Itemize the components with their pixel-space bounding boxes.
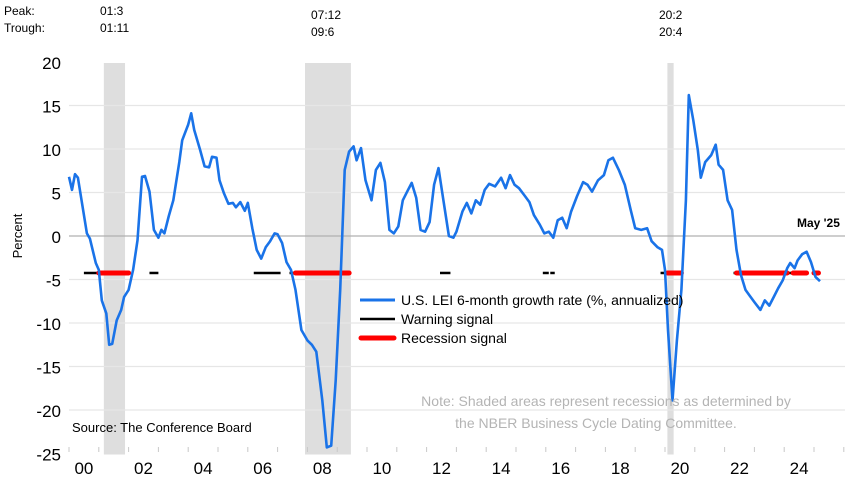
x-tick-label: 14 <box>492 459 511 477</box>
x-tick-label: 16 <box>551 459 570 477</box>
x-tick-label: 22 <box>730 459 749 477</box>
x-tick-label: 00 <box>74 459 93 477</box>
legend: U.S. LEI 6-month growth rate (%, annuali… <box>358 292 683 346</box>
latest-date-annotation: May '25 <box>797 216 840 230</box>
legend-label-lei: U.S. LEI 6-month growth rate (%, annuali… <box>401 292 683 308</box>
recession-3-trough: 20:4 <box>659 25 683 39</box>
recession-shading-layer <box>103 63 674 455</box>
recession-band-3 <box>667 63 674 455</box>
x-tick-label: 04 <box>194 459 213 477</box>
y-tick-label: -5 <box>46 272 61 291</box>
recession-2-peak: 07:12 <box>311 8 342 22</box>
x-tick-label: 08 <box>313 459 332 477</box>
x-tick-label: 18 <box>611 459 630 477</box>
y-tick-label: -25 <box>36 446 61 465</box>
y-axis-tick-labels: 20 15 10 5 0 -5 -10 -15 -20 -25 <box>36 54 61 465</box>
x-axis-ticks: 00 02 04 06 08 10 12 14 16 18 20 22 24 <box>68 447 845 477</box>
y-tick-label: 20 <box>42 54 61 73</box>
y-tick-label: -15 <box>36 359 61 378</box>
nber-note-line-1: Note: Shaded areas represent recessions … <box>421 393 791 409</box>
recession-band-2 <box>305 63 351 455</box>
nber-note-line-2: the NBER Business Cycle Dating Committee… <box>455 415 737 431</box>
y-tick-label: 5 <box>52 185 61 204</box>
lei-growth-line <box>67 93 821 449</box>
trough-header-label: Trough: <box>4 21 45 35</box>
gridlines <box>69 104 845 411</box>
y-tick-label: 15 <box>42 98 61 117</box>
y-tick-label: 0 <box>52 228 61 247</box>
peak-header-label: Peak: <box>4 4 35 18</box>
x-tick-label: 24 <box>790 459 809 477</box>
x-tick-label: 20 <box>670 459 689 477</box>
y-tick-label: 10 <box>42 141 61 160</box>
y-tick-label: -20 <box>36 402 61 421</box>
legend-label-recession: Recession signal <box>401 330 507 346</box>
y-tick-label: -10 <box>36 315 61 334</box>
recession-band-1 <box>103 63 126 455</box>
recession-3-peak: 20:2 <box>659 8 683 22</box>
source-note: Source: The Conference Board <box>72 420 252 435</box>
x-tick-label: 10 <box>372 459 391 477</box>
legend-label-warning: Warning signal <box>401 311 493 327</box>
y-axis-label: Percent <box>10 213 25 258</box>
recession-1-peak: 01:3 <box>100 4 124 18</box>
x-tick-label: 12 <box>432 459 451 477</box>
x-tick-label: 06 <box>253 459 272 477</box>
recession-1-trough: 01:11 <box>100 21 130 35</box>
lei-line-layer <box>67 93 821 449</box>
x-tick-label: 02 <box>134 459 153 477</box>
recession-2-trough: 09:6 <box>311 25 335 39</box>
